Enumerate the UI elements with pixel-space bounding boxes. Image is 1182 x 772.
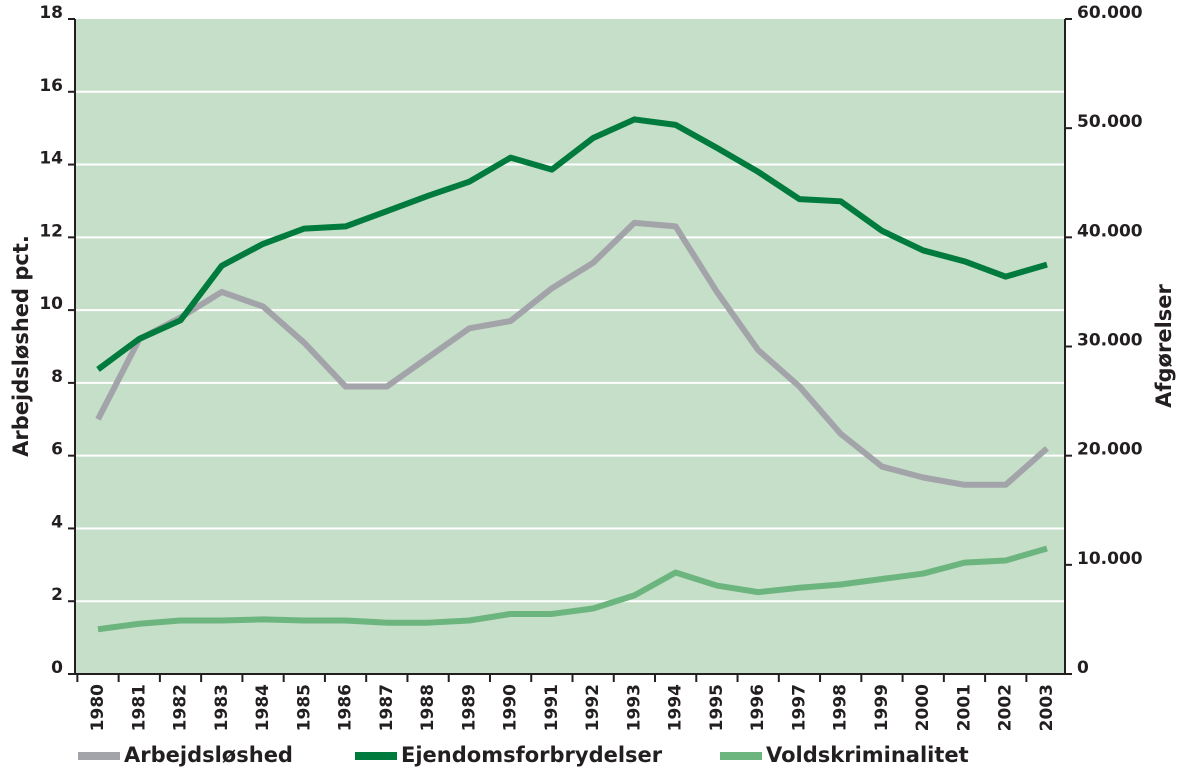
x-tick-label: 1992: [583, 684, 603, 731]
x-tick-label: 1987: [377, 684, 397, 731]
x-tick-label: 1982: [171, 684, 191, 731]
y-tick-label: 2: [51, 585, 63, 605]
x-tick-label: 1981: [129, 684, 149, 731]
y-tick-label: 6: [51, 440, 63, 460]
y2-tick-label: 60.000: [1077, 3, 1143, 23]
x-tick-label: 1997: [789, 684, 809, 731]
x-tick-label: 1988: [418, 684, 438, 731]
x-tick-label: 1984: [253, 684, 273, 731]
x-tick-label: 1980: [88, 684, 108, 731]
legend-label: Arbejdsløshed: [124, 743, 293, 767]
y2-tick-label: 0: [1077, 658, 1089, 678]
line-series: [97, 545, 1048, 633]
y-tick-label: 16: [39, 76, 63, 96]
x-tick-label: 1996: [748, 684, 768, 731]
y2-tick-label: 30.000: [1077, 331, 1143, 351]
y-tick-label: 8: [51, 367, 63, 387]
x-tick-label: 1995: [707, 684, 727, 731]
legend-label: Voldskriminalitet: [766, 743, 969, 767]
x-tick-label: 1990: [501, 684, 521, 731]
y2-tick-label: 20.000: [1077, 440, 1143, 460]
x-tick-label: 1999: [872, 684, 892, 731]
x-tick-label: 2001: [954, 684, 974, 731]
y2-tick-label: 10.000: [1077, 549, 1143, 569]
x-tick-label: 2002: [996, 684, 1016, 731]
x-tick-label: 1993: [624, 684, 644, 731]
y-tick-label: 14: [39, 149, 63, 169]
x-tick-label: 1994: [666, 684, 686, 731]
y2-axis-label: Afgørelser: [1152, 283, 1176, 407]
y-tick-label: 4: [51, 512, 63, 532]
y-tick-label: 18: [39, 3, 63, 23]
y2-tick-label: 40.000: [1077, 221, 1143, 241]
line-series: [96, 116, 1048, 372]
x-tick-label: 2000: [913, 684, 933, 731]
y-tick-label: 10: [39, 294, 63, 314]
x-tick-label: 1983: [212, 684, 232, 731]
x-tick-label: 1989: [459, 684, 479, 731]
x-tick-label: 1985: [294, 684, 314, 731]
y-axis-label: Arbejdsløshed pct.: [9, 235, 33, 457]
line-series: [95, 219, 1049, 488]
y-tick-label: 0: [51, 658, 63, 678]
x-tick-label: 1991: [542, 684, 562, 731]
plot-background: [75, 19, 1065, 674]
legend-label: Ejendomsforbrydelser: [401, 743, 663, 767]
y2-tick-label: 50.000: [1077, 112, 1143, 132]
x-tick-label: 2003: [1037, 684, 1057, 731]
y-tick-label: 12: [39, 221, 63, 241]
x-tick-label: 1998: [831, 684, 851, 731]
x-tick-label: 1986: [336, 684, 356, 731]
